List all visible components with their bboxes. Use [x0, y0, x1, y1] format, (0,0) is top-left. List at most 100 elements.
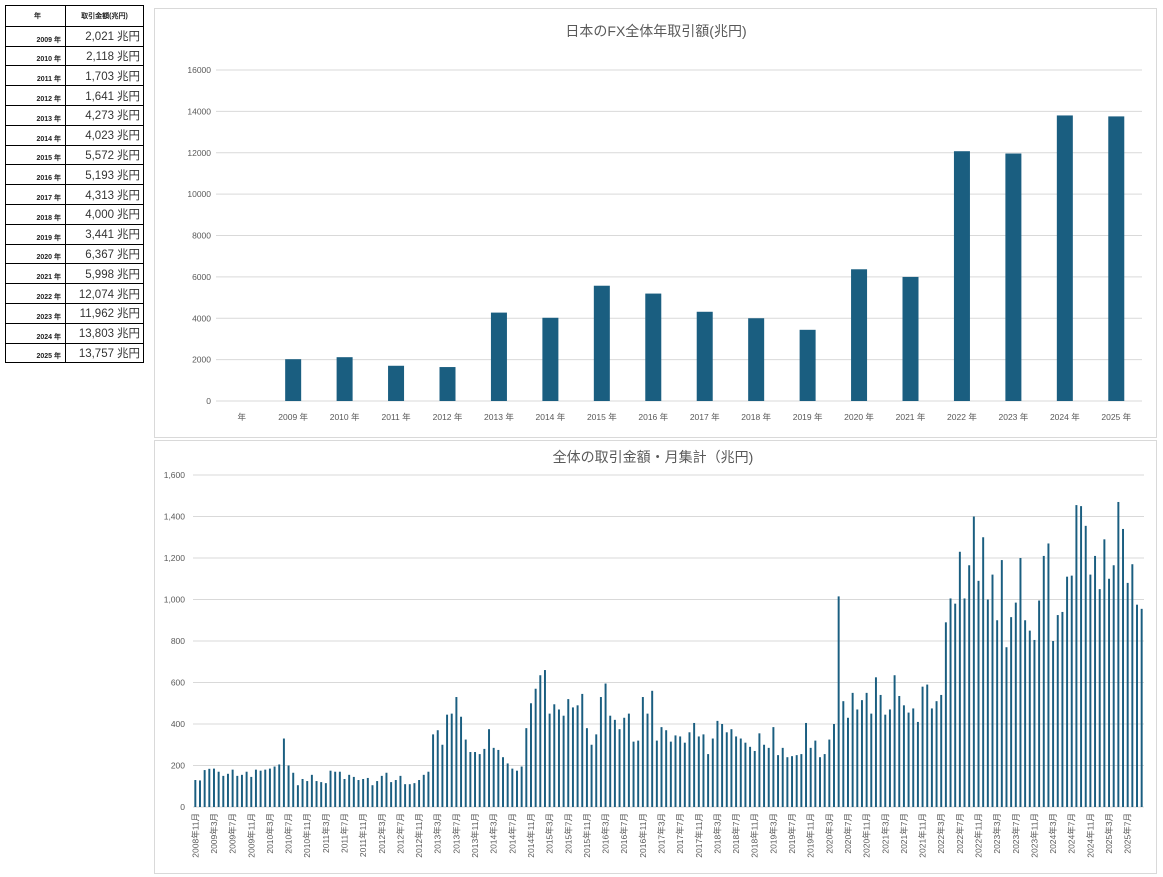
annual-xtick-label: 2022 年 — [947, 412, 977, 422]
annual-ytick-label: 14000 — [187, 106, 211, 116]
table-amount-value: 1,703 — [85, 70, 114, 83]
monthly-xtick-label: 2024年11月 — [1085, 813, 1095, 858]
monthly-bar — [199, 780, 201, 807]
table-amount-unit: 兆円 — [117, 110, 140, 123]
monthly-bar — [516, 770, 518, 807]
monthly-bar — [777, 755, 780, 807]
monthly-bar — [795, 755, 798, 807]
monthly-bar — [982, 537, 985, 807]
monthly-bar — [828, 739, 831, 807]
table-row: 2009 年 2,021 兆円 — [5, 25, 144, 47]
monthly-bar — [590, 744, 593, 807]
monthly-bar — [394, 780, 397, 807]
table-amount-cell: 3,441 兆円 — [65, 223, 144, 245]
monthly-bar — [1052, 641, 1055, 807]
monthly-bar — [282, 738, 285, 807]
monthly-bar — [837, 596, 840, 807]
annual-xtick-label: 2014 年 — [535, 412, 565, 422]
monthly-bar — [623, 717, 626, 807]
table-year-cell: 2014 年 — [5, 124, 66, 146]
table-amount-cell: 5,572 兆円 — [65, 144, 144, 166]
monthly-bar — [548, 713, 551, 807]
monthly-bar — [245, 771, 248, 807]
table-row: 2016 年 5,193 兆円 — [5, 164, 144, 186]
monthly-bar — [1070, 575, 1073, 807]
table-amount-unit: 兆円 — [117, 328, 140, 341]
table-amount-unit: 兆円 — [117, 189, 140, 202]
monthly-bar — [320, 782, 323, 807]
monthly-xtick-label: 2015年7月 — [563, 813, 573, 854]
monthly-bar — [380, 775, 383, 807]
monthly-ytick-label: 1,600 — [164, 470, 186, 480]
table-year-cell: 2013 年 — [5, 104, 66, 126]
monthly-bar — [744, 742, 747, 807]
monthly-bar — [1098, 589, 1101, 807]
monthly-xtick-label: 2015年3月 — [545, 813, 555, 854]
monthly-bar — [604, 683, 607, 807]
monthly-bar — [963, 598, 966, 807]
annual-xtick-label: 2025 年 — [1101, 412, 1131, 422]
monthly-bar — [362, 778, 365, 807]
monthly-bar — [641, 697, 644, 807]
monthly-bar — [338, 771, 341, 807]
monthly-bar — [613, 719, 616, 807]
monthly-bar — [814, 740, 817, 807]
monthly-bar — [767, 747, 770, 807]
monthly-xtick-label: 2018年3月 — [712, 813, 722, 854]
monthly-bar — [441, 744, 444, 807]
table-year-cell: 2022 年 — [5, 283, 66, 304]
monthly-bar — [758, 733, 761, 807]
monthly-bar — [571, 707, 574, 807]
table-year-cell: 2009 年 — [5, 25, 66, 47]
monthly-bar — [846, 717, 849, 807]
monthly-bar — [683, 742, 686, 807]
annual-bar — [336, 357, 353, 401]
monthly-xtick-label: 2025年7月 — [1123, 813, 1133, 854]
annual-bar — [902, 276, 919, 401]
monthly-bar — [772, 727, 775, 807]
monthly-xtick-label: 2010年7月 — [284, 813, 294, 854]
monthly-bar — [879, 694, 882, 807]
monthly-bar — [609, 715, 612, 807]
table-amount-cell: 4,000 兆円 — [65, 203, 144, 225]
table-amount-value: 6,367 — [85, 248, 114, 261]
table-amount-unit: 兆円 — [117, 70, 140, 83]
monthly-bar — [576, 705, 579, 807]
monthly-bar — [203, 770, 206, 807]
monthly-bar — [581, 693, 584, 807]
monthly-bar — [739, 738, 742, 807]
table-amount-unit: 兆円 — [117, 149, 140, 162]
monthly-bar — [450, 713, 453, 807]
monthly-bar — [781, 747, 784, 807]
monthly-bar — [446, 714, 449, 807]
monthly-bar — [483, 748, 486, 807]
monthly-xtick-label: 2023年7月 — [1011, 813, 1021, 854]
monthly-chart: 全体の取引金額・月集計（兆円) 0 200 400 600 800 1,000 1,200 1… — [154, 440, 1157, 874]
monthly-xtick-label: 2024年3月 — [1048, 813, 1058, 854]
monthly-bar — [898, 695, 901, 807]
annual-ytick-label: 6000 — [192, 272, 211, 282]
monthly-bar — [404, 784, 407, 807]
monthly-bar — [348, 774, 351, 807]
monthly-bar — [529, 703, 532, 807]
annual-ytick-label: 16000 — [187, 65, 211, 75]
monthly-bar — [730, 729, 733, 807]
table-year-cell: 2019 年 — [5, 223, 66, 245]
table-amount-unit: 兆円 — [117, 169, 140, 182]
monthly-xtick-label: 2011年3月 — [321, 813, 331, 853]
table-amount-cell: 1,703 兆円 — [65, 65, 144, 87]
monthly-bar — [1024, 620, 1027, 807]
monthly-bar — [627, 713, 630, 807]
monthly-bar — [390, 782, 393, 807]
monthly-xtick-label: 2016年3月 — [601, 813, 611, 854]
annual-ytick-label: 0 — [206, 396, 211, 406]
monthly-bar — [599, 697, 602, 807]
monthly-bar — [385, 772, 388, 807]
table-row: 2024 年 13,803 兆円 — [5, 322, 144, 344]
monthly-xtick-label: 2023年11月 — [1029, 813, 1039, 858]
monthly-ytick-label: 0 — [180, 802, 185, 812]
monthly-bar — [916, 721, 919, 807]
monthly-bar — [567, 699, 570, 807]
annual-xtick-label: 2009 年 — [278, 412, 308, 422]
monthly-bar — [231, 769, 234, 807]
